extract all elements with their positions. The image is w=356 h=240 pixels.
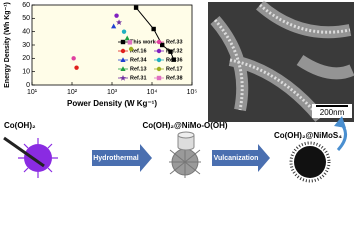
marker	[127, 40, 133, 45]
y-tick-label: 0	[26, 82, 30, 89]
marker	[120, 66, 126, 71]
legend-label: Ref.38	[166, 75, 183, 81]
x-tick-label: 10⁴	[147, 89, 158, 96]
middle-label: Co(OH)₂@NiMo-O(OH)	[142, 121, 227, 130]
x-tick-label: 10³	[107, 89, 118, 96]
legend-label: Ref.33	[166, 39, 183, 45]
legend-label: Ref.36	[166, 57, 183, 63]
x-tick-label: 10⁵	[187, 89, 198, 96]
marker	[74, 65, 79, 70]
legend-label: Ref.17	[166, 66, 183, 72]
marker	[160, 42, 165, 48]
figure: Energy Density (Wh Kg⁻¹) Power Density (…	[3, 0, 355, 183]
marker	[156, 39, 162, 45]
plot-frame	[31, 4, 193, 86]
end-label: Co(OH)₂@NiMoS₄	[274, 131, 342, 140]
arrow	[212, 144, 270, 172]
legend-label: This work	[130, 39, 157, 45]
marker	[120, 57, 126, 62]
process-schematic	[3, 116, 347, 183]
start-label: Co(OH)₂	[4, 121, 36, 130]
y-tick-label: 60	[22, 2, 30, 9]
arrow	[92, 144, 152, 172]
legend-label: Ref.34	[130, 57, 147, 63]
sem-image	[208, 0, 355, 122]
marker	[156, 57, 162, 63]
marker	[133, 5, 139, 10]
marker	[120, 48, 126, 54]
marker	[151, 26, 156, 32]
scale-bar-label: 200nm	[320, 108, 345, 117]
marker	[111, 23, 117, 29]
x-axis-title: Power Density (W Kg⁻¹)	[67, 99, 157, 108]
marker	[120, 39, 126, 45]
marker	[71, 56, 76, 61]
marker	[128, 46, 134, 52]
step-label: Vulcanization	[214, 155, 259, 162]
y-tick-label: 40	[22, 29, 30, 36]
marker	[114, 13, 119, 18]
legend-label: Ref.16	[130, 48, 147, 54]
legend-label: Ref.31	[130, 75, 147, 81]
marker	[120, 75, 126, 81]
y-tick-label: 50	[22, 15, 30, 22]
x-tick-label: 10¹	[27, 89, 38, 96]
marker	[156, 75, 162, 81]
step-label: Hydrothermal	[93, 155, 139, 162]
x-tick-label: 10²	[67, 89, 78, 96]
y-axis-title: Energy Density (Wh Kg⁻¹)	[4, 2, 11, 88]
y-tick-label: 30	[22, 42, 30, 49]
marker	[121, 29, 127, 34]
legend-label: Ref.32	[166, 48, 183, 54]
y-tick-label: 10	[22, 69, 30, 76]
marker	[116, 19, 123, 26]
marker	[171, 57, 176, 62]
marker	[124, 35, 130, 41]
marker	[156, 66, 162, 72]
legend-label: Ref.13	[130, 66, 147, 72]
y-tick-label: 20	[22, 55, 30, 62]
marker	[156, 48, 162, 54]
marker	[168, 49, 173, 54]
